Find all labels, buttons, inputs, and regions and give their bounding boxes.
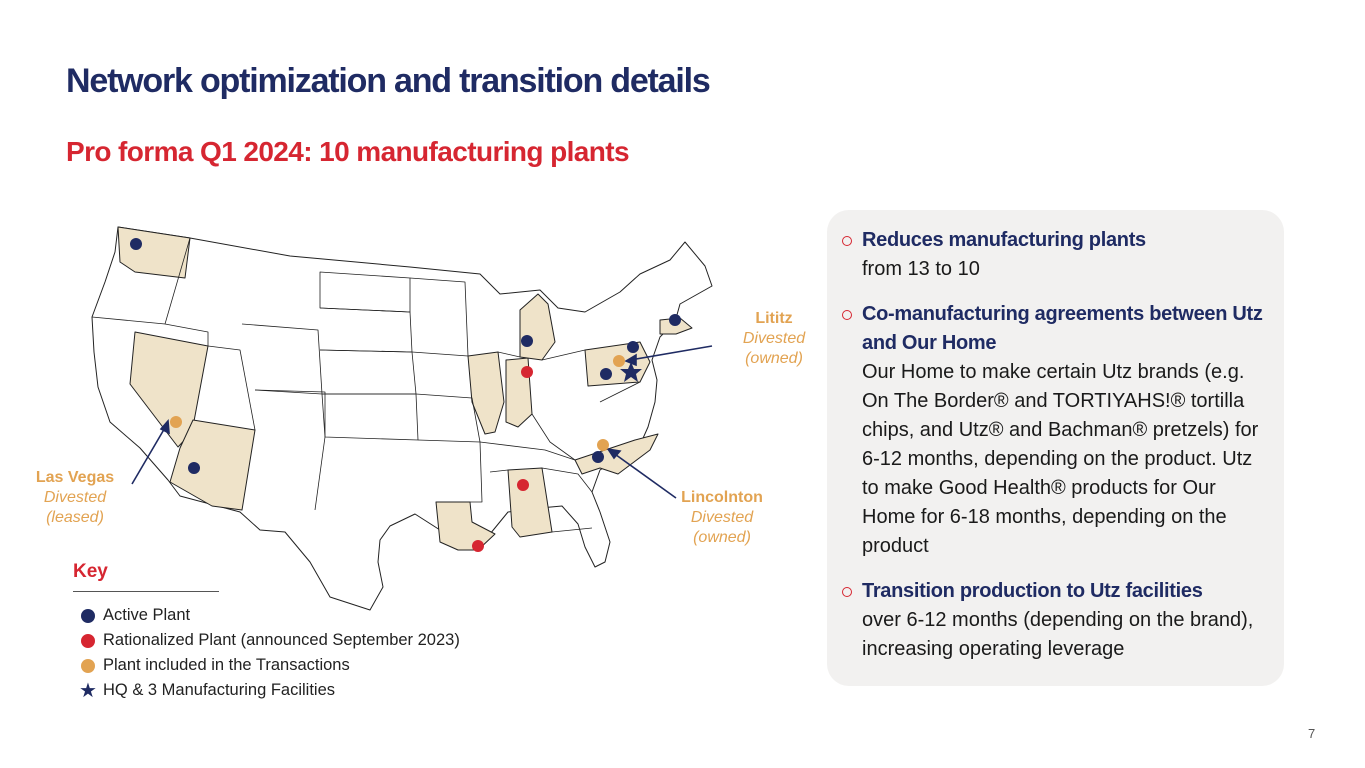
active-plant-dot bbox=[600, 368, 612, 380]
navy-dot-icon bbox=[81, 608, 95, 623]
transaction-plant-dot bbox=[597, 439, 609, 451]
active-plant-dot bbox=[627, 341, 639, 353]
key-item-hq: ★ HQ & 3 Manufacturing Facilities bbox=[73, 678, 460, 703]
page-subtitle: Pro forma Q1 2024: 10 manufacturing plan… bbox=[66, 136, 630, 167]
summary-bullets: Reduces manufacturing plants from 13 to … bbox=[842, 226, 1272, 680]
las-vegas-arrow bbox=[131, 425, 167, 485]
circle-bullet-icon bbox=[842, 310, 852, 320]
bullet-body: Our Home to make certain Utz brands (e.g… bbox=[862, 361, 1259, 557]
callout-lititz-line1: Divested bbox=[742, 330, 806, 347]
red-dot-icon bbox=[81, 633, 95, 648]
bullet-item: Co-manufacturing agreements between Utz … bbox=[842, 300, 1272, 561]
bullet-body: from 13 to 10 bbox=[862, 258, 980, 280]
active-plant-dot bbox=[188, 462, 200, 474]
transaction-plant-dot bbox=[613, 355, 625, 367]
key-item-transactions: Plant included in the Transactions bbox=[73, 653, 460, 678]
active-plant-dot bbox=[669, 314, 681, 326]
summary-panel: Reduces manufacturing plants from 13 to … bbox=[827, 210, 1284, 686]
rationalized-plant-dot bbox=[521, 366, 533, 378]
circle-bullet-icon bbox=[842, 587, 852, 597]
page-number: 7 bbox=[1308, 726, 1316, 741]
key-label: Active Plant bbox=[103, 606, 191, 624]
callout-lincolnton-name: Lincolnton bbox=[681, 489, 763, 506]
page-title: Network optimization and transition deta… bbox=[66, 62, 711, 100]
key-item-rationalized: Rationalized Plant (announced September … bbox=[73, 628, 460, 653]
key-label: Rationalized Plant (announced September … bbox=[103, 631, 460, 649]
active-plant-dot bbox=[592, 451, 604, 463]
bullet-item: Reduces manufacturing plants from 13 to … bbox=[842, 226, 1272, 284]
callout-lincolnton: Lincolnton Divested (owned) bbox=[670, 488, 774, 548]
bullet-item: Transition production to Utz facilities … bbox=[842, 577, 1272, 664]
callout-las-vegas-line1: Divested bbox=[43, 489, 107, 506]
bullet-heading: Transition production to Utz facilities bbox=[862, 580, 1203, 602]
callout-las-vegas-line2: (leased) bbox=[46, 509, 104, 526]
hq-star-icon bbox=[620, 362, 642, 382]
navy-star-icon: ★ bbox=[79, 679, 97, 702]
rationalized-plant-dot bbox=[517, 479, 529, 491]
active-plant-dot bbox=[521, 335, 533, 347]
callout-lincolnton-line1: Divested bbox=[690, 509, 754, 526]
key-title: Key bbox=[73, 561, 108, 582]
callout-las-vegas-name: Las Vegas bbox=[35, 469, 115, 486]
bullet-body: over 6-12 months (depending on the brand… bbox=[862, 609, 1254, 660]
callout-lititz: Lititz Divested (owned) bbox=[732, 309, 816, 369]
rationalized-plant-dot bbox=[472, 540, 484, 552]
lititz-arrow bbox=[629, 345, 713, 361]
callout-las-vegas: Las Vegas Divested (leased) bbox=[25, 468, 125, 528]
callout-lititz-name: Lititz bbox=[755, 310, 793, 327]
circle-bullet-icon bbox=[842, 236, 852, 246]
callout-lincolnton-line2: (owned) bbox=[693, 529, 751, 546]
bullet-heading: Co-manufacturing agreements between Utz … bbox=[862, 303, 1263, 354]
state-louisiana bbox=[435, 501, 496, 551]
key-list: Active Plant Rationalized Plant (announc… bbox=[73, 603, 460, 703]
key-label: HQ & 3 Manufacturing Facilities bbox=[103, 681, 336, 699]
gold-dot-icon bbox=[81, 658, 95, 673]
key-divider bbox=[73, 591, 219, 592]
callout-lititz-line2: (owned) bbox=[745, 350, 803, 367]
active-plant-dot bbox=[130, 238, 142, 250]
bullet-heading: Reduces manufacturing plants bbox=[862, 229, 1146, 251]
lincolnton-arrow bbox=[611, 451, 677, 499]
us-map bbox=[91, 226, 713, 611]
transaction-plant-dot bbox=[170, 416, 182, 428]
key-item-active: Active Plant bbox=[73, 603, 460, 628]
plant-markers bbox=[130, 238, 681, 552]
key-label: Plant included in the Transactions bbox=[103, 656, 350, 674]
